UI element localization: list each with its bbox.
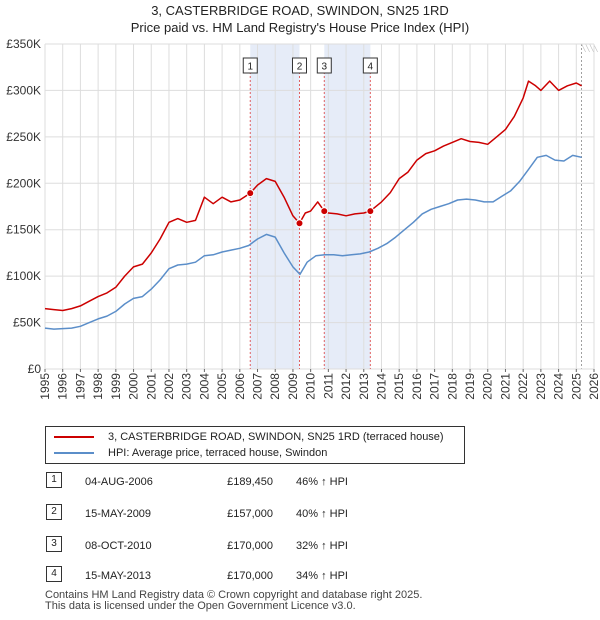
row-date: 04-AUG-2006 xyxy=(85,476,153,488)
footer-line-2: This data is licensed under the Open Gov… xyxy=(45,600,356,612)
x-tick-label: 2008 xyxy=(268,373,282,400)
row-hpi: 34% ↑ HPI xyxy=(296,570,348,582)
y-tick-label: £100K xyxy=(6,269,41,283)
x-tick-label: 2004 xyxy=(197,373,211,400)
row-number-badge: 3 xyxy=(46,536,62,552)
x-tick-label: 2022 xyxy=(516,373,530,400)
sale-number-box xyxy=(316,57,332,74)
title-line-1: 3, CASTERBRIDGE ROAD, SWINDON, SN25 1RD xyxy=(151,3,449,18)
x-tick-label: 2010 xyxy=(304,373,318,400)
x-tick-label: 2007 xyxy=(251,373,265,400)
x-tick-label: 2025 xyxy=(569,373,583,400)
legend-swatch-property xyxy=(54,436,94,439)
x-tick-label: 1996 xyxy=(56,373,70,400)
chart-title: 3, CASTERBRIDGE ROAD, SWINDON, SN25 1RD … xyxy=(0,2,600,36)
x-tick-label: 2006 xyxy=(233,373,247,400)
sale-points xyxy=(246,189,375,228)
price-chart: 1 2 3 4 £0 £50K £100K £150K £200K £250K £300K £350… xyxy=(6,37,600,400)
x-tick-label: 2016 xyxy=(410,373,424,400)
y-axis: £0 £50K £100K £150K £200K £250K £300K £350K xyxy=(6,37,41,376)
future-hatch xyxy=(581,43,586,53)
x-tick-label: 2014 xyxy=(374,373,388,400)
x-tick-label: 2026 xyxy=(587,373,600,400)
shaded-periods xyxy=(250,43,598,369)
shaded-period xyxy=(324,44,371,369)
x-axis: 1995 1996 1997 1998 1999 2000 2001 2002 2003 2004… xyxy=(38,369,600,400)
row-price: £170,000 xyxy=(227,570,273,582)
sale-point xyxy=(295,219,304,228)
footer-attribution: Contains HM Land Registry data © Crown c… xyxy=(45,590,422,612)
x-tick-label: 2020 xyxy=(481,373,495,400)
row-price: £189,450 xyxy=(227,476,273,488)
x-tick-label: 2011 xyxy=(321,373,335,399)
y-tick-label: £300K xyxy=(6,83,41,97)
row-number-badge: 2 xyxy=(46,504,62,520)
y-tick-label: £50K xyxy=(13,316,41,330)
footer-line-1: Contains HM Land Registry data © Crown c… xyxy=(45,589,423,601)
x-tick-label: 2002 xyxy=(162,373,176,400)
x-tick-label: 2024 xyxy=(552,373,566,400)
x-tick-label: 2012 xyxy=(339,373,353,400)
future-hatch xyxy=(589,43,594,53)
y-tick-label: £150K xyxy=(6,223,41,237)
sale-number-label: 1 xyxy=(247,62,253,73)
legend-item-property: 3, CASTERBRIDGE ROAD, SWINDON, SN25 1RD … xyxy=(54,429,444,445)
x-tick-label: 1999 xyxy=(109,373,123,400)
sale-number-label: 2 xyxy=(297,62,303,73)
legend-label-property: 3, CASTERBRIDGE ROAD, SWINDON, SN25 1RD … xyxy=(108,431,444,443)
x-tick-label: 2023 xyxy=(534,373,548,400)
x-tick-label: 2000 xyxy=(127,373,141,400)
row-price: £170,000 xyxy=(227,540,273,552)
row-number-badge: 4 xyxy=(46,566,62,582)
row-price: £157,000 xyxy=(227,508,273,520)
x-tick-label: 2021 xyxy=(498,373,512,400)
legend: 3, CASTERBRIDGE ROAD, SWINDON, SN25 1RD … xyxy=(45,426,465,464)
x-tick-label: 1998 xyxy=(91,373,105,400)
sale-number-box xyxy=(362,57,378,74)
series-line-property xyxy=(44,80,582,312)
series xyxy=(44,80,582,330)
x-tick-label: 2001 xyxy=(144,373,158,400)
y-tick-label: £250K xyxy=(6,130,41,144)
row-hpi: 46% ↑ HPI xyxy=(296,476,348,488)
sale-point xyxy=(320,207,329,216)
x-tick-label: 2005 xyxy=(215,373,229,400)
x-tick-label: 2017 xyxy=(428,373,442,400)
sale-point xyxy=(366,207,375,216)
legend-swatch-hpi xyxy=(54,452,94,455)
x-tick-label: 2018 xyxy=(445,373,459,400)
sale-number-label: 3 xyxy=(322,62,328,73)
row-date: 15-MAY-2013 xyxy=(85,570,152,582)
legend-label-hpi: HPI: Average price, terraced house, Swin… xyxy=(108,447,328,459)
row-hpi: 32% ↑ HPI xyxy=(296,540,348,552)
sale-point xyxy=(246,189,255,198)
sale-labels: 1 2 3 4 xyxy=(242,57,378,74)
row-date: 08-OCT-2010 xyxy=(85,540,152,552)
x-tick-label: 2003 xyxy=(180,373,194,400)
x-tick-label: 2013 xyxy=(357,373,371,400)
x-tick-label: 2019 xyxy=(463,373,477,400)
series-line-hpi xyxy=(44,154,582,330)
x-tick-label: 1995 xyxy=(38,373,52,400)
x-tick-label: 2015 xyxy=(392,373,406,400)
y-tick-label: £0 xyxy=(28,362,42,376)
y-tick-label: £200K xyxy=(6,176,41,190)
x-tick-label: 2009 xyxy=(286,373,300,400)
grid xyxy=(44,43,595,370)
future-hatch xyxy=(585,43,590,53)
sale-number-label: 4 xyxy=(368,62,374,73)
y-tick-label: £350K xyxy=(6,37,41,51)
row-date: 15-MAY-2009 xyxy=(85,508,152,520)
x-tick-label: 1997 xyxy=(73,373,87,400)
sale-number-box xyxy=(242,57,258,74)
row-number-badge: 1 xyxy=(46,472,62,488)
row-hpi: 40% ↑ HPI xyxy=(296,508,348,520)
title-line-2: Price paid vs. HM Land Registry's House … xyxy=(130,20,470,35)
sale-number-box xyxy=(291,57,307,74)
legend-item-hpi: HPI: Average price, terraced house, Swin… xyxy=(54,445,327,461)
